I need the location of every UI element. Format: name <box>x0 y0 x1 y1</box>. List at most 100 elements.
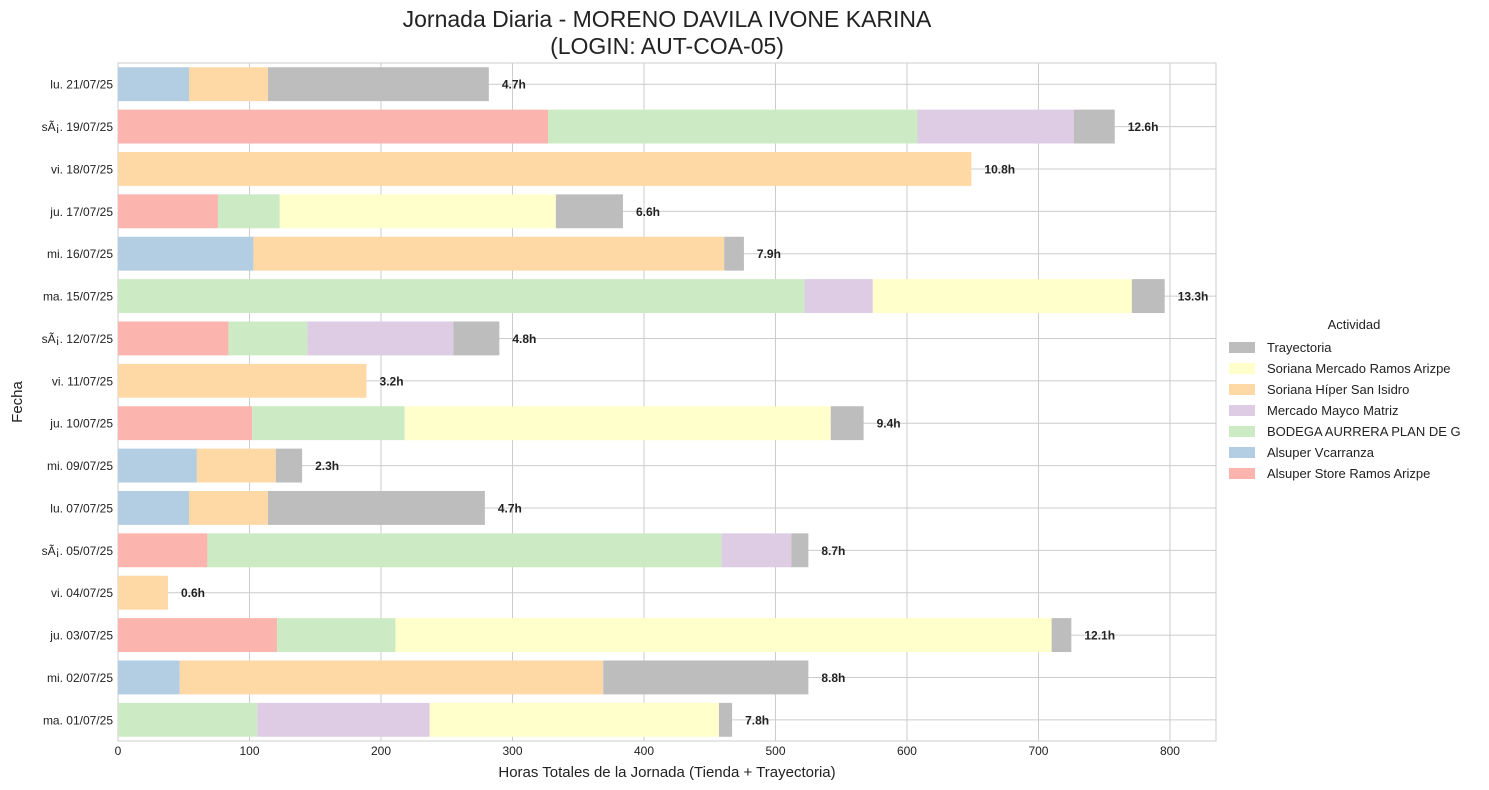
total-label: 4.7h <box>498 501 522 515</box>
total-label: 7.8h <box>745 713 769 727</box>
bar-alsuper-store-ramos-arizpe <box>118 321 229 356</box>
total-label: 4.7h <box>502 78 526 92</box>
bar-soriana-mercado-ramos-arizpe <box>872 279 1132 314</box>
y-tick-label: sÃ¡. 19/07/25 <box>42 120 114 134</box>
bar-mercado-mayco-matriz <box>307 321 454 356</box>
bar-mercado-mayco-matriz <box>804 279 873 314</box>
bar-alsuper-vcarranza <box>118 490 190 525</box>
total-label: 4.8h <box>512 332 536 346</box>
x-tick-label: 200 <box>371 744 391 758</box>
total-label: 13.3h <box>1178 290 1209 304</box>
bar-bodega-aurrera-plan-de-g <box>217 194 280 229</box>
y-tick-label: ju. 10/07/25 <box>49 417 113 431</box>
y-tick-label: vi. 04/07/25 <box>51 586 113 600</box>
x-tick-label: 600 <box>897 744 917 758</box>
bar-bodega-aurrera-plan-de-g <box>277 618 396 653</box>
total-label: 12.1h <box>1084 629 1115 643</box>
y-tick-label: ma. 15/07/25 <box>43 290 113 304</box>
x-tick-label: 700 <box>1028 744 1048 758</box>
bar-bodega-aurrera-plan-de-g <box>252 406 405 441</box>
legend-label: Trayectoria <box>1267 340 1332 355</box>
legend-swatch <box>1229 363 1255 374</box>
y-tick-label: mi. 09/07/25 <box>47 459 113 473</box>
x-tick-label: 300 <box>502 744 522 758</box>
bar-trayectoria <box>724 236 744 271</box>
total-label: 10.8h <box>984 162 1015 176</box>
legend-item-trayectoria: Trayectoria <box>1223 337 1485 358</box>
bar-bodega-aurrera-plan-de-g <box>118 279 805 314</box>
bar-bodega-aurrera-plan-de-g <box>207 533 722 568</box>
bar-soriana-h-per-san-isidro <box>196 448 276 483</box>
bar-trayectoria <box>555 194 623 229</box>
total-label: 0.6h <box>181 586 205 600</box>
y-tick-label: ma. 01/07/25 <box>43 713 113 727</box>
legend-label: Soriana Híper San Isidro <box>1267 382 1410 397</box>
bar-soriana-h-per-san-isidro <box>189 490 268 525</box>
legend-item-soriana-h-per-san-isidro: Soriana Híper San Isidro <box>1223 379 1485 400</box>
y-tick-label: vi. 11/07/25 <box>52 374 113 388</box>
bar-soriana-mercado-ramos-arizpe <box>279 194 556 229</box>
legend-item-soriana-mercado-ramos-arizpe: Soriana Mercado Ramos Arizpe <box>1223 358 1485 379</box>
x-tick-label: 100 <box>239 744 259 758</box>
legend-swatch <box>1229 468 1255 479</box>
legend-label: Soriana Mercado Ramos Arizpe <box>1267 361 1451 376</box>
total-label: 8.7h <box>821 544 845 558</box>
bar-mercado-mayco-matriz <box>257 702 430 737</box>
legend-item-bodega-aurrera-plan-de-g: BODEGA AURRERA PLAN DE G <box>1223 421 1485 442</box>
bar-trayectoria <box>1073 109 1115 144</box>
bar-bodega-aurrera-plan-de-g <box>118 702 258 737</box>
chart-title: Jornada Diaria - MORENO DAVILA IVONE KAR… <box>118 6 1216 60</box>
bar-alsuper-store-ramos-arizpe <box>118 533 208 568</box>
bar-soriana-mercado-ramos-arizpe <box>395 618 1052 653</box>
bar-alsuper-vcarranza <box>118 448 197 483</box>
total-label: 3.2h <box>380 374 404 388</box>
x-axis-label: Horas Totales de la Jornada (Tienda + Tr… <box>498 764 835 781</box>
bar-trayectoria <box>267 490 485 525</box>
bar-trayectoria <box>1051 618 1072 653</box>
bar-alsuper-store-ramos-arizpe <box>118 618 278 653</box>
y-tick-label: ju. 17/07/25 <box>49 205 113 219</box>
bar-trayectoria <box>718 702 733 737</box>
bar-soriana-h-per-san-isidro <box>189 67 268 102</box>
bar-bodega-aurrera-plan-de-g <box>228 321 308 356</box>
y-tick-label: sÃ¡. 05/07/25 <box>42 544 114 558</box>
legend-label: Alsuper Vcarranza <box>1267 445 1374 460</box>
total-label: 2.3h <box>315 459 339 473</box>
y-axis-label: Fecha <box>9 381 26 423</box>
bar-trayectoria <box>1131 279 1165 314</box>
x-tick-label: 0 <box>115 744 122 758</box>
bar-soriana-h-per-san-isidro <box>118 363 367 398</box>
total-label: 8.8h <box>821 671 845 685</box>
legend-swatch <box>1229 405 1255 416</box>
y-tick-label: lu. 21/07/25 <box>50 78 113 92</box>
bar-soriana-h-per-san-isidro <box>179 660 604 695</box>
bar-alsuper-store-ramos-arizpe <box>118 109 548 144</box>
bar-mercado-mayco-matriz <box>721 533 792 568</box>
legend-item-mercado-mayco-matriz: Mercado Mayco Matriz <box>1223 400 1485 421</box>
bar-trayectoria <box>791 533 809 568</box>
bar-alsuper-vcarranza <box>118 660 180 695</box>
bar-mercado-mayco-matriz <box>917 109 1074 144</box>
bar-soriana-h-per-san-isidro <box>118 575 168 610</box>
bar-soriana-mercado-ramos-arizpe <box>429 702 719 737</box>
x-tick-label: 800 <box>1160 744 1180 758</box>
bar-soriana-mercado-ramos-arizpe <box>404 406 831 441</box>
chart-title-line1: Jornada Diaria - MORENO DAVILA IVONE KAR… <box>402 6 932 32</box>
legend-item-alsuper-store-ramos-arizpe: Alsuper Store Ramos Arizpe <box>1223 463 1485 484</box>
total-label: 12.6h <box>1128 120 1159 134</box>
legend-label: Alsuper Store Ramos Arizpe <box>1267 466 1431 481</box>
y-tick-label: mi. 16/07/25 <box>47 247 113 261</box>
legend-label: BODEGA AURRERA PLAN DE G <box>1267 424 1461 439</box>
legend-swatch <box>1229 384 1255 395</box>
y-tick-label: mi. 02/07/25 <box>47 671 113 685</box>
x-tick-label: 500 <box>765 744 785 758</box>
bar-trayectoria <box>275 448 303 483</box>
legend-swatch <box>1229 426 1255 437</box>
chart-title-line2: (LOGIN: AUT-COA-05) <box>550 33 784 59</box>
bar-alsuper-store-ramos-arizpe <box>118 406 253 441</box>
legend-swatch <box>1229 342 1255 353</box>
bar-alsuper-store-ramos-arizpe <box>118 194 218 229</box>
bar-trayectoria <box>453 321 500 356</box>
x-tick-label: 400 <box>634 744 654 758</box>
